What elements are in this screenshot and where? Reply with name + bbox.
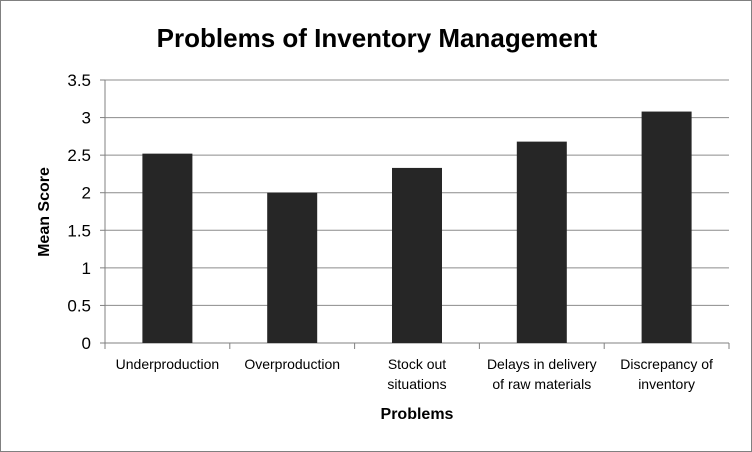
bar <box>392 167 442 343</box>
chart-title: Problems of Inventory Management <box>157 23 598 53</box>
y-axis-title: Mean Score <box>36 167 53 257</box>
x-category-label: Overproduction <box>244 356 340 372</box>
y-tick-label: 0.5 <box>67 296 91 315</box>
y-tick-label: 3.5 <box>67 71 91 90</box>
bar <box>641 111 692 343</box>
bar <box>142 153 193 343</box>
x-axis-title: Problems <box>381 406 454 423</box>
y-tick-label: 3 <box>82 109 91 128</box>
y-tick-label: 2 <box>82 184 91 203</box>
y-tick-label: 1.5 <box>67 221 91 240</box>
x-category-label: Discrepancy of inventory <box>620 356 713 392</box>
y-tick-label: 2.5 <box>67 146 91 165</box>
y-tick-label: 0 <box>82 334 91 353</box>
x-category-label: Underproduction <box>116 356 220 372</box>
bars <box>142 111 692 343</box>
y-tick-label: 1 <box>82 259 91 278</box>
x-category-label: Stock out situations <box>387 356 446 392</box>
x-category-labels: Underproduction Overproduction Stock out si… <box>116 356 713 392</box>
y-tick-labels: 0 0.5 1 1.5 2 2.5 3 3.5 <box>67 71 91 353</box>
bar <box>267 192 318 343</box>
bar <box>516 141 567 343</box>
x-category-label: Delays in delivery of raw materials <box>487 356 597 392</box>
